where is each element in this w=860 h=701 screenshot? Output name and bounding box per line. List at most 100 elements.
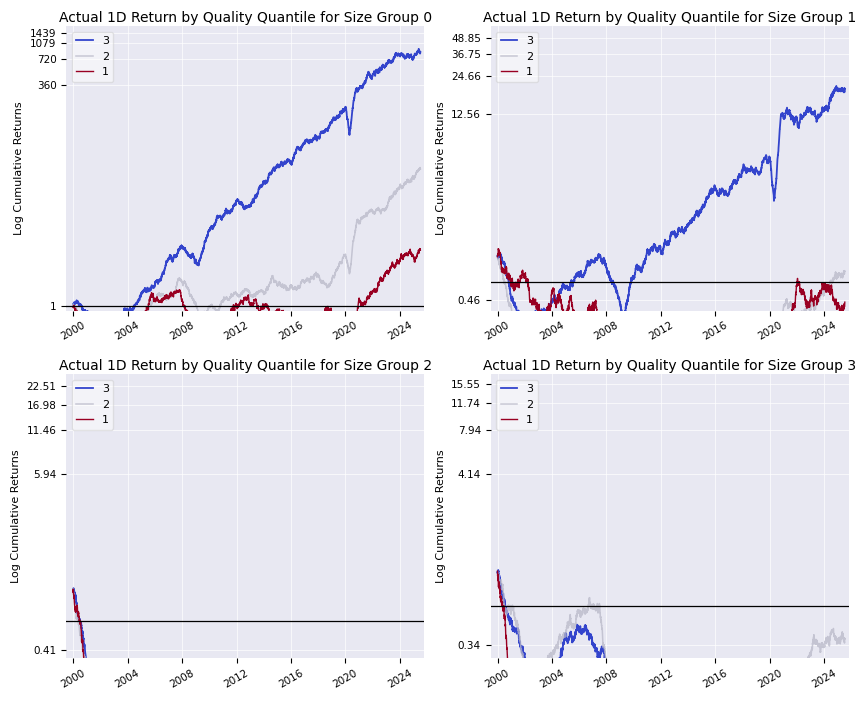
Line: 3: 3	[73, 588, 421, 701]
1	[68, 302, 78, 311]
Legend: 3, 2, 1: 3, 2, 1	[496, 379, 538, 430]
3	[493, 566, 503, 574]
2	[179, 279, 189, 287]
2	[415, 163, 425, 172]
3	[603, 688, 613, 696]
3	[493, 568, 503, 576]
2	[827, 278, 838, 286]
3	[414, 45, 424, 53]
3	[827, 90, 838, 99]
Line: 1: 1	[73, 249, 421, 364]
3	[520, 329, 531, 337]
2	[402, 177, 413, 185]
3	[99, 327, 109, 336]
3	[237, 200, 247, 208]
2	[378, 205, 388, 213]
Y-axis label: Log Cumulative Returns: Log Cumulative Returns	[435, 102, 445, 236]
3	[660, 690, 671, 698]
2	[493, 252, 503, 261]
1	[68, 588, 78, 597]
2	[839, 634, 850, 643]
3	[272, 163, 282, 171]
1	[697, 412, 707, 421]
Line: 3: 3	[73, 49, 421, 332]
1	[378, 275, 388, 284]
Legend: 3, 2, 1: 3, 2, 1	[72, 32, 114, 82]
1	[524, 287, 534, 296]
1	[402, 251, 413, 259]
Line: 1: 1	[498, 571, 845, 701]
1	[415, 246, 426, 254]
1	[237, 299, 247, 307]
3	[68, 584, 78, 592]
1	[346, 360, 356, 368]
Line: 3: 3	[498, 570, 845, 701]
Line: 2: 2	[73, 168, 421, 342]
1	[493, 245, 503, 253]
Title: Actual 1D Return by Quality Quantile for Size Group 3: Actual 1D Return by Quality Quantile for…	[483, 359, 857, 373]
3	[660, 238, 671, 246]
3	[831, 82, 841, 90]
1	[68, 585, 78, 593]
2	[237, 289, 247, 297]
1	[493, 567, 503, 576]
Line: 1: 1	[73, 589, 421, 701]
2	[603, 671, 613, 679]
Y-axis label: Log Cumulative Returns: Log Cumulative Returns	[15, 102, 24, 236]
2	[272, 281, 282, 290]
Title: Actual 1D Return by Quality Quantile for Size Group 1: Actual 1D Return by Quality Quantile for…	[483, 11, 857, 25]
3	[802, 104, 812, 112]
1	[100, 347, 110, 355]
Y-axis label: Log Cumulative Returns: Log Cumulative Returns	[11, 449, 22, 583]
2	[68, 586, 78, 594]
3	[100, 326, 110, 334]
3	[524, 672, 534, 680]
Line: 1: 1	[498, 249, 845, 453]
1	[603, 337, 613, 346]
2	[493, 567, 503, 576]
1	[827, 289, 838, 297]
3	[839, 87, 850, 95]
3	[402, 50, 413, 59]
3	[524, 317, 534, 325]
3	[378, 62, 388, 71]
3	[839, 679, 850, 688]
Title: Actual 1D Return by Quality Quantile for Size Group 2: Actual 1D Return by Quality Quantile for…	[58, 359, 432, 373]
2	[68, 585, 78, 593]
2	[68, 301, 78, 309]
2	[101, 338, 112, 346]
1	[493, 252, 503, 261]
2	[100, 332, 110, 340]
1	[272, 306, 282, 315]
2	[660, 374, 671, 383]
1	[802, 302, 812, 311]
Line: 2: 2	[498, 571, 845, 701]
3	[179, 243, 189, 252]
Legend: 3, 2, 1: 3, 2, 1	[496, 32, 538, 82]
2	[802, 303, 812, 311]
2	[622, 470, 632, 478]
1	[660, 429, 671, 437]
1	[839, 298, 850, 306]
Y-axis label: Log Cumulative Returns: Log Cumulative Returns	[435, 449, 445, 583]
2	[603, 364, 613, 372]
3	[697, 204, 707, 212]
2	[524, 672, 534, 681]
Line: 2: 2	[498, 257, 845, 474]
1	[674, 449, 685, 457]
2	[839, 267, 850, 275]
Line: 3: 3	[498, 86, 845, 333]
Legend: 3, 2, 1: 3, 2, 1	[72, 379, 114, 430]
3	[68, 301, 78, 309]
3	[802, 678, 812, 686]
2	[697, 372, 707, 381]
2	[524, 341, 534, 349]
Title: Actual 1D Return by Quality Quantile for Size Group 0: Actual 1D Return by Quality Quantile for…	[58, 11, 432, 25]
Line: 2: 2	[73, 589, 421, 701]
3	[68, 586, 78, 594]
3	[603, 268, 613, 276]
3	[415, 48, 426, 56]
2	[802, 664, 812, 672]
2	[415, 165, 426, 173]
2	[827, 626, 838, 634]
